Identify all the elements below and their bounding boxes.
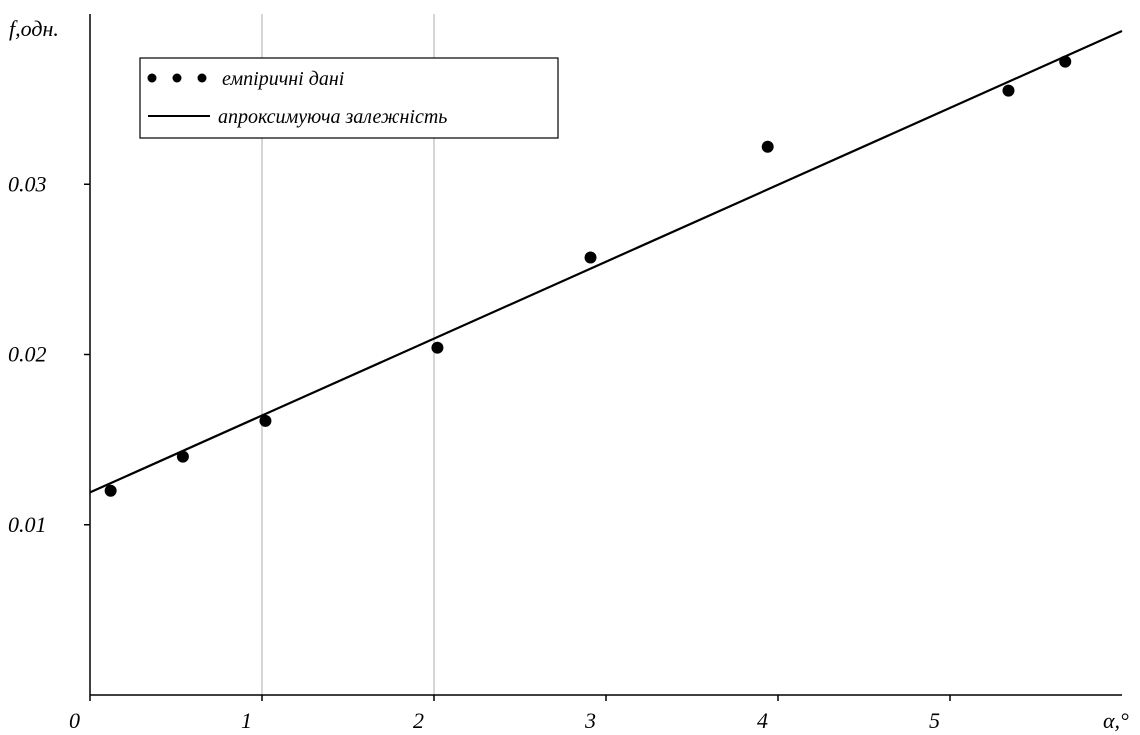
fit-line bbox=[89, 30, 1123, 494]
y-tick-label: 0.01 bbox=[8, 512, 47, 537]
legend: емпіричні дані апроксимуюча залежність bbox=[139, 57, 559, 139]
legend-label-points: емпіричні дані bbox=[222, 68, 344, 90]
legend-marker-dot bbox=[147, 73, 157, 83]
data-point bbox=[584, 251, 597, 264]
x-tick-label: 5 bbox=[929, 708, 940, 733]
legend-label-line: апроксимуюча залежність bbox=[218, 106, 447, 128]
data-point bbox=[761, 140, 774, 153]
ticks-layer: 0 1 2 3 4 5 0.01 0.02 0.03 bbox=[8, 171, 951, 733]
legend-box bbox=[139, 57, 559, 139]
data-point bbox=[1002, 84, 1015, 97]
y-tick-label: 0.03 bbox=[8, 171, 47, 196]
x-tick-label: 4 bbox=[757, 708, 768, 733]
data-point bbox=[259, 414, 272, 427]
x-tick-label: 2 bbox=[413, 708, 424, 733]
x-tick-label: 0 bbox=[69, 708, 80, 733]
legend-marker-dot bbox=[197, 73, 207, 83]
series-layer bbox=[89, 30, 1123, 497]
y-tick-label: 0.02 bbox=[8, 342, 47, 367]
x-tick-label: 1 bbox=[241, 708, 252, 733]
y-axis-label: f,одн. bbox=[9, 16, 59, 41]
x-axis-label: α,° bbox=[1103, 708, 1129, 733]
data-point bbox=[176, 450, 189, 463]
data-point bbox=[104, 484, 117, 497]
legend-marker-dot bbox=[172, 73, 182, 83]
x-tick-label: 3 bbox=[584, 708, 596, 733]
data-point bbox=[431, 341, 444, 354]
